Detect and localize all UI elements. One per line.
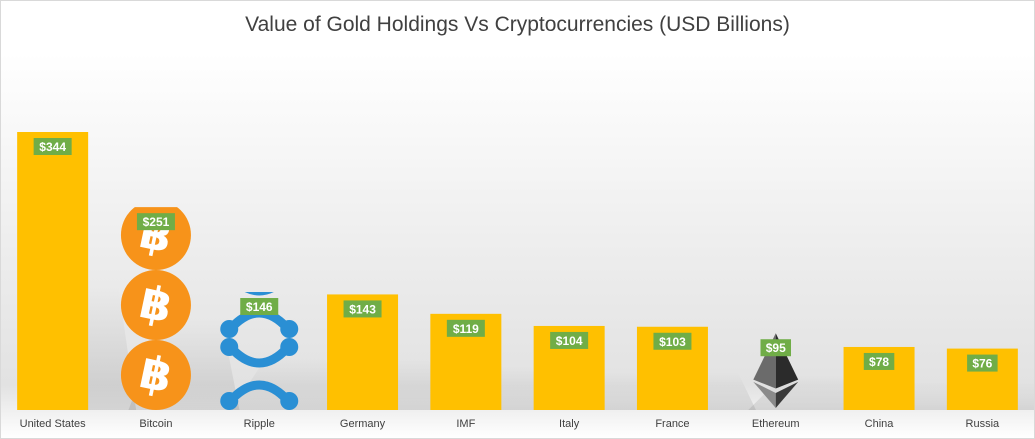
x-tick-bitcoin: Bitcoin — [139, 418, 172, 430]
ripple-icon — [220, 292, 299, 338]
bar-ripple — [220, 292, 299, 410]
data-label-text: $104 — [556, 334, 583, 348]
data-label-bg — [446, 319, 485, 337]
bitcoin-icon: ฿ — [120, 270, 191, 340]
x-tick-russia: Russia — [966, 418, 1001, 430]
data-label-bg — [760, 339, 791, 357]
data-label-text: $76 — [972, 357, 992, 371]
data-label-bg — [967, 354, 998, 372]
data-label-ripple: $146 — [240, 298, 279, 316]
data-label-russia: $76 — [967, 354, 998, 372]
x-tick-germany: Germany — [340, 418, 386, 430]
bars-group: ฿฿฿ — [17, 132, 1018, 410]
data-label-bg — [863, 352, 895, 370]
data-label-text: $103 — [659, 335, 686, 349]
data-label-bg — [240, 298, 279, 316]
bitcoin-icon: ฿ — [120, 207, 191, 270]
data-label-text: $251 — [143, 215, 170, 229]
x-tick-china: China — [865, 418, 895, 430]
data-label-germany: $143 — [343, 300, 382, 318]
data-label-bg — [343, 300, 382, 318]
data-label-bitcoin: $251 — [136, 213, 175, 231]
data-label-bg — [653, 332, 692, 350]
data-label-bg — [136, 213, 175, 231]
data-label-china: $78 — [863, 352, 895, 370]
data-label-ethereum: $95 — [760, 339, 791, 357]
data-label-text: $95 — [766, 341, 786, 355]
data-label-united-states: $344 — [33, 138, 72, 155]
data-label-text: $119 — [453, 322, 479, 336]
x-tick-ethereum: Ethereum — [752, 418, 800, 430]
x-tick-ripple: Ripple — [244, 418, 275, 430]
data-label-text: $344 — [39, 140, 66, 154]
data-label-bg — [550, 331, 589, 349]
data-label-text: $78 — [869, 355, 889, 369]
data-labels-group: $344 $251 $146 $143 $119 $104 $103 $95 $78 $76 — [33, 138, 998, 372]
chart-title: Value of Gold Holdings Vs Cryptocurrenci… — [245, 13, 790, 36]
x-ticks-group: United States Bitcoin Ripple Germany IMF Ital… — [20, 418, 1000, 430]
x-tick-imf: IMF — [456, 418, 475, 430]
data-label-imf: $119 — [446, 319, 485, 337]
bar-united-states — [17, 132, 89, 410]
data-label-bg — [33, 138, 72, 155]
bar-bitcoin: ฿฿฿ — [120, 207, 191, 410]
data-label-text: $143 — [349, 302, 376, 316]
x-tick-france: France — [655, 418, 689, 430]
data-label-france: $103 — [653, 332, 692, 350]
x-tick-united-states: United States — [20, 418, 87, 430]
data-label-italy: $104 — [550, 331, 589, 349]
bar-shadow — [231, 356, 343, 410]
ripple-icon — [220, 338, 299, 410]
data-label-text: $146 — [246, 300, 273, 314]
x-tick-italy: Italy — [559, 418, 580, 430]
bitcoin-icon: ฿ — [120, 340, 191, 410]
